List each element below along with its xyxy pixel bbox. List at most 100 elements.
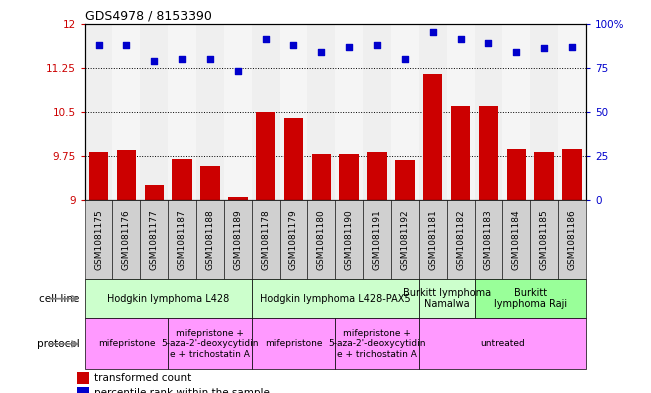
Bar [562,149,582,393]
Text: GSM1081182: GSM1081182 [456,209,465,270]
Bar [363,24,391,200]
Bar [252,279,419,318]
Point [372,42,382,48]
Point [177,56,187,62]
Bar [478,106,498,393]
Point [428,29,438,36]
Bar [363,200,391,279]
Bar [395,160,415,393]
Bar [307,24,335,200]
Bar [447,200,475,279]
Bar [534,152,554,393]
Bar [113,200,141,279]
Text: Burkitt
lymphoma Raji: Burkitt lymphoma Raji [493,288,567,309]
Bar [335,200,363,279]
Bar [339,154,359,393]
Bar [85,279,252,318]
Bar [279,200,307,279]
Bar [451,106,470,393]
Point [316,49,327,55]
Text: GSM1081175: GSM1081175 [94,209,103,270]
Bar [196,24,224,200]
Point [232,68,243,75]
Text: GSM1081181: GSM1081181 [428,209,437,270]
Bar [419,200,447,279]
Bar [85,24,113,200]
Text: cell line: cell line [39,294,79,304]
Text: GSM1081192: GSM1081192 [400,209,409,270]
Bar [558,24,586,200]
Point [204,56,215,62]
Bar [168,200,196,279]
Bar [475,279,586,318]
Text: GSM1081179: GSM1081179 [289,209,298,270]
Bar [475,200,503,279]
Text: GSM1081187: GSM1081187 [178,209,187,270]
Bar [419,318,586,369]
Text: untreated: untreated [480,340,525,348]
Text: GDS4978 / 8153390: GDS4978 / 8153390 [85,9,212,22]
Text: transformed count: transformed count [94,373,191,383]
Bar [85,200,113,279]
Bar [419,279,475,318]
Bar [224,24,252,200]
Bar [168,24,196,200]
Bar [168,318,252,369]
Text: mifepristone +
5-aza-2'-deoxycytidin
e + trichostatin A: mifepristone + 5-aza-2'-deoxycytidin e +… [328,329,426,359]
Point [400,56,410,62]
Text: mifepristone: mifepristone [98,340,155,348]
Bar [475,24,503,200]
Point [511,49,521,55]
Point [121,42,132,48]
Bar [77,387,89,393]
Point [539,45,549,51]
Point [567,44,577,50]
Bar [145,185,164,393]
Point [344,44,354,50]
Bar [89,152,108,393]
Point [456,37,466,43]
Bar [391,200,419,279]
Text: GSM1081178: GSM1081178 [261,209,270,270]
Point [260,37,271,43]
Bar [196,200,224,279]
Bar [307,200,335,279]
Text: mifepristone +
5-aza-2'-deoxycytidin
e + trichostatin A: mifepristone + 5-aza-2'-deoxycytidin e +… [161,329,258,359]
Text: GSM1081176: GSM1081176 [122,209,131,270]
Bar [530,200,558,279]
Bar [85,318,168,369]
Point [288,42,299,48]
Bar [419,24,447,200]
Bar [284,118,303,393]
Text: protocol: protocol [37,339,79,349]
Text: GSM1081184: GSM1081184 [512,209,521,270]
Bar [503,24,530,200]
Bar [173,159,192,393]
Text: GSM1081191: GSM1081191 [372,209,381,270]
Bar [113,24,141,200]
Bar [367,152,387,393]
Text: Hodgkin lymphoma L428: Hodgkin lymphoma L428 [107,294,229,304]
Bar [117,150,136,393]
Text: GSM1081185: GSM1081185 [540,209,549,270]
Bar [141,24,168,200]
Bar [224,200,252,279]
Point [93,42,104,48]
Text: percentile rank within the sample: percentile rank within the sample [94,388,270,393]
Bar [530,24,558,200]
Point [483,40,493,46]
Bar [201,166,219,393]
Bar [558,200,586,279]
Point [149,58,159,64]
Bar [335,24,363,200]
Bar [506,149,526,393]
Bar [256,112,275,393]
Text: mifepristone: mifepristone [265,340,322,348]
Text: GSM1081189: GSM1081189 [233,209,242,270]
Bar [423,73,443,393]
Text: Hodgkin lymphoma L428-PAX5: Hodgkin lymphoma L428-PAX5 [260,294,411,304]
Bar [312,154,331,393]
Text: GSM1081183: GSM1081183 [484,209,493,270]
Text: Burkitt lymphoma
Namalwa: Burkitt lymphoma Namalwa [402,288,491,309]
Bar [503,200,530,279]
